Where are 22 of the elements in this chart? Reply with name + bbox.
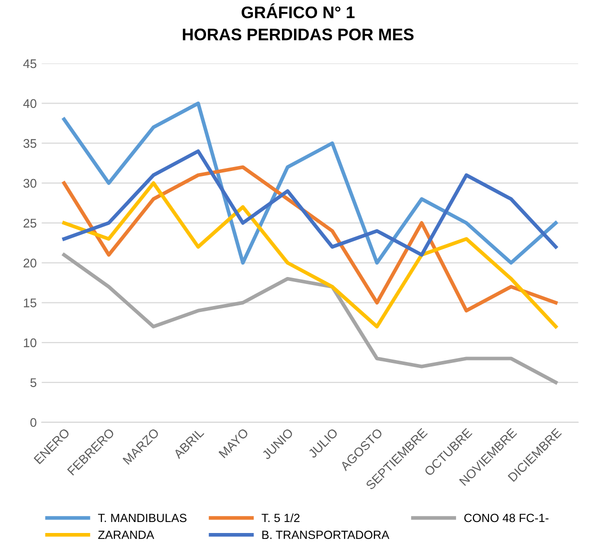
chart-subtitle: HORAS PERDIDAS POR MES — [182, 28, 414, 40]
line-series — [62, 149, 558, 257]
y-tick-label: 10 — [24, 338, 36, 348]
legend-label: B. TRANSPORTADORA — [262, 530, 390, 540]
y-tick-label: 25 — [24, 218, 36, 228]
chart-title: GRÁFICO N° 1 — [242, 3, 355, 18]
legend-label: ZARANDA — [98, 530, 154, 539]
y-tick-label: 20 — [24, 258, 36, 268]
line-series — [62, 181, 558, 328]
line-series — [62, 165, 558, 312]
y-tick-label: 40 — [23, 99, 36, 108]
y-tick-label: 15 — [24, 298, 36, 308]
y-tick-label: 5 — [30, 378, 36, 388]
legend-label: CONO 48 FC-1- — [464, 514, 548, 522]
y-tick-label: 45 — [23, 59, 36, 68]
line-series — [62, 253, 558, 384]
legend-label: T. 5 1/2 — [262, 513, 300, 522]
y-tick-label: 30 — [23, 178, 36, 188]
line-series — [62, 102, 558, 265]
y-tick-label: 35 — [23, 139, 36, 148]
legend-label: T. MANDIBULAS — [98, 514, 186, 522]
y-tick-label: 0 — [30, 418, 36, 427]
